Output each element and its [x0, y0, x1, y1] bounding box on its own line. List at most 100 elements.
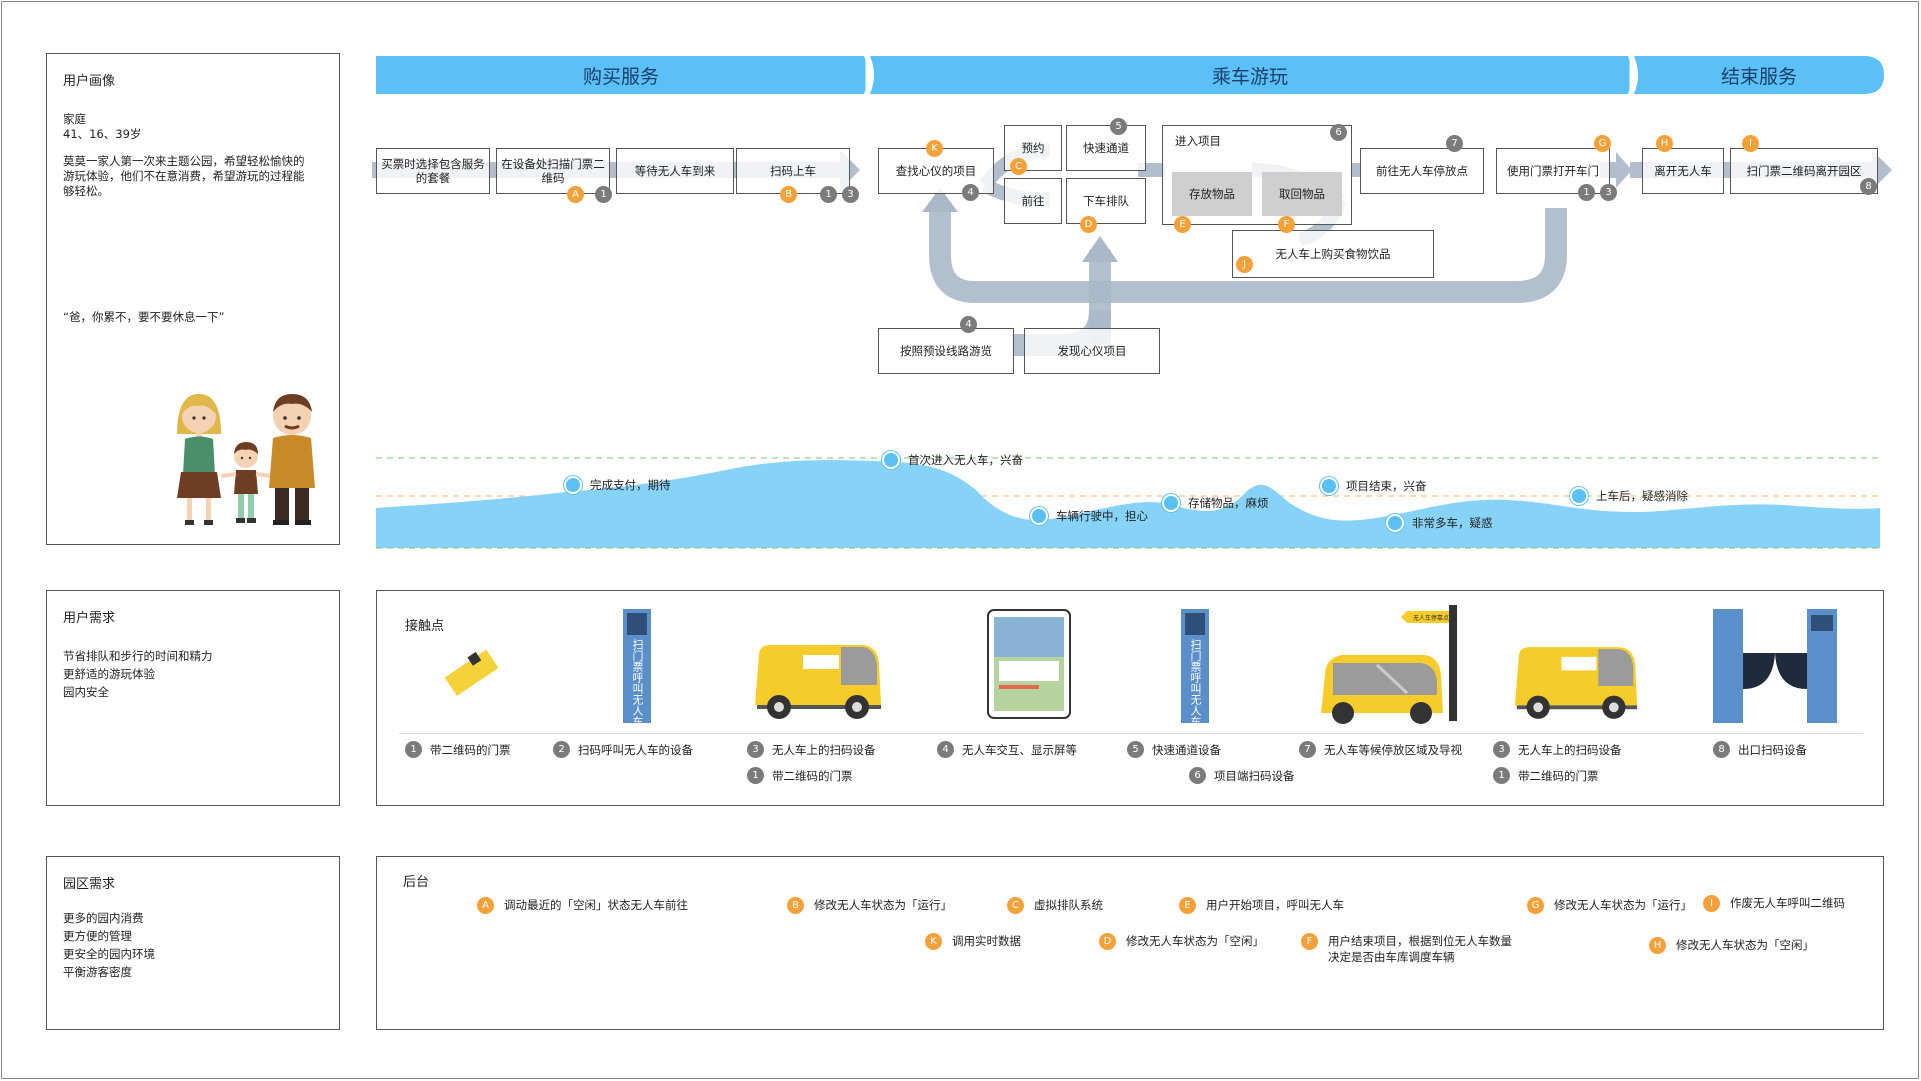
badge-d: D — [1080, 216, 1097, 233]
touchpoint-label: 带二维码的门票 — [772, 768, 853, 783]
emotion-point: 项目结束，兴奋 — [1320, 477, 1427, 495]
badge-c: C — [1010, 158, 1027, 175]
backend-title: 后台 — [403, 875, 430, 890]
phase-purchase: 购买服务 — [582, 65, 659, 88]
park-needs-title: 园区需求 — [63, 877, 116, 892]
kiosk-icon: 扫门票呼叫无人车 — [623, 609, 651, 727]
emotion-point: 车辆行驶中，担心 — [1030, 507, 1148, 525]
backend-label: 虚拟排队系统 — [1034, 898, 1103, 912]
park-need-item: 更多的园内消费 — [63, 911, 144, 925]
backend-letter: F — [1301, 933, 1318, 950]
step-scan-ticket: 在设备处扫描门票二维码 — [496, 148, 610, 194]
touchpoint-item: 1 带二维码的门票 — [405, 741, 511, 758]
touchpoint-number: 4 — [937, 741, 954, 758]
touchpoint-number: 1 — [747, 767, 764, 784]
step-fast-pass: 快速通道 — [1066, 125, 1146, 171]
badge-4: 4 — [962, 184, 979, 201]
park-need-item: 更方便的管理 — [63, 929, 132, 943]
backend-panel: 后台 A 调动最近的「空闲」状态无人车前往 B 修改无人车状态为「运行」 C 虚拟排队… — [376, 856, 1884, 1030]
touchpoint-item: 3 无人车上的扫码设备 — [1493, 741, 1622, 758]
phase-bar — [376, 56, 1884, 94]
badge-e: E — [1174, 216, 1191, 233]
touchpoint-label: 带二维码的门票 — [1518, 768, 1599, 783]
touchpoint-number: 8 — [1713, 741, 1730, 758]
backend-label: 修改无人车状态为「空闲」 — [1676, 938, 1814, 952]
backend-label: 修改无人车状态为「运行」 — [1554, 898, 1692, 912]
enter-project-label: 进入项目 — [1175, 134, 1221, 148]
emotion-point: 完成支付，期待 — [564, 476, 671, 494]
touchpoint-item: 5 快速通道设备 — [1127, 741, 1221, 758]
step-preset-route: 按照预设线路游览 — [878, 328, 1014, 374]
backend-label: 调动最近的「空闲」状态无人车前往 — [504, 898, 688, 912]
phase-ride: 乘车游玩 — [1211, 65, 1288, 88]
badge-7: 7 — [1446, 135, 1463, 152]
emotion-label: 存储物品，麻烦 — [1188, 496, 1269, 510]
user-need-item: 节省排队和步行的时间和精力 — [63, 649, 213, 663]
emotion-point: 上车后，疑感消除 — [1570, 487, 1688, 505]
step-buy-food: 无人车上购买食物饮品 — [1232, 230, 1434, 278]
badge-1: 1 — [1578, 184, 1595, 201]
backend-letter: B — [787, 897, 804, 914]
badge-k: K — [926, 140, 943, 157]
backend-item: D 修改无人车状态为「空闲」 — [1099, 933, 1264, 950]
touchpoints-title: 接触点 — [405, 619, 445, 634]
backend-label: 用户开始项目，呼叫无人车 — [1206, 898, 1344, 912]
park-need-item: 平衡游客密度 — [63, 965, 132, 979]
kiosk-text: 扫门票呼叫无人车 — [1189, 639, 1202, 727]
emotion-label: 完成支付，期待 — [590, 478, 671, 492]
badge-1: 1 — [595, 186, 612, 203]
badge-j: J — [1236, 256, 1253, 273]
backend-label: 作废无人车呼叫二维码 — [1730, 896, 1845, 910]
touchpoint-label: 扫码呼叫无人车的设备 — [578, 742, 693, 757]
badge-i: I — [1742, 135, 1759, 152]
backend-letter: C — [1007, 897, 1024, 914]
persona-panel: 用户画像 家庭 41、16、39岁 莫莫一家人第一次来主题公园，希望轻松愉快的游… — [46, 53, 340, 545]
exit-gate-icon — [1713, 609, 1837, 723]
backend-letter: G — [1527, 897, 1544, 914]
persona-quote: “爸，你累不，要不要休息一下” — [63, 310, 225, 324]
emotion-label: 车辆行驶中，担心 — [1056, 509, 1148, 523]
backend-item: C 虚拟排队系统 — [1007, 897, 1103, 914]
backend-letter: D — [1099, 933, 1116, 950]
step-buy-ticket: 买票时选择包含服务的套餐 — [376, 148, 490, 194]
persona-ages: 41、16、39岁 — [63, 127, 142, 141]
backend-letter: K — [925, 933, 942, 950]
backend-item: I 作废无人车呼叫二维码 — [1703, 895, 1845, 912]
emotion-label: 非常多车，疑惑 — [1412, 516, 1493, 530]
step-discover-project: 发现心仪项目 — [1024, 328, 1160, 374]
badge-3: 3 — [1600, 184, 1617, 201]
backend-label: 用户结束项目，根据到位无人车数量决定是否由车库调度车辆 — [1328, 934, 1512, 964]
backend-letter: E — [1179, 897, 1196, 914]
touchpoint-label: 快速通道设备 — [1152, 742, 1221, 757]
step-retrieve-items: 取回物品 — [1262, 172, 1342, 216]
badge-h: H — [1656, 135, 1673, 152]
parking-sign-text: 无人车停靠点 — [1413, 614, 1449, 622]
badge-3: 3 — [842, 186, 859, 203]
autonomous-car-icon — [755, 645, 881, 719]
user-need-item: 更舒适的游玩体验 — [63, 667, 155, 681]
badge-4: 4 — [960, 316, 977, 333]
touchpoint-number: 3 — [747, 741, 764, 758]
badge-f: F — [1278, 216, 1295, 233]
tablet-screen-icon — [987, 609, 1071, 719]
badge-g: G — [1594, 135, 1611, 152]
backend-label: 修改无人车状态为「运行」 — [814, 898, 952, 912]
backend-item: K 调用实时数据 — [925, 933, 1021, 950]
parking-area-icon: 无人车停靠点 — [1321, 605, 1457, 724]
touchpoint-label: 无人车等候停放区域及导视 — [1324, 742, 1462, 757]
step-go-parking: 前往无人车停放点 — [1360, 148, 1484, 194]
badge-b: B — [780, 186, 797, 203]
park-need-item: 更安全的园内环境 — [63, 947, 155, 961]
ticket-icon — [444, 649, 499, 696]
touchpoint-label: 无人车上的扫码设备 — [772, 742, 876, 757]
step-store-items: 存放物品 — [1172, 172, 1252, 216]
user-need-item: 园内安全 — [63, 685, 109, 699]
park-needs-panel: 园区需求 更多的园内消费 更方便的管理 更安全的园内环境 平衡游客密度 — [46, 856, 340, 1030]
badge-5: 5 — [1110, 118, 1127, 135]
backend-item: B 修改无人车状态为「运行」 — [787, 897, 952, 914]
backend-item: E 用户开始项目，呼叫无人车 — [1179, 897, 1344, 914]
phase-end: 结束服务 — [1720, 65, 1797, 88]
backend-item: G 修改无人车状态为「运行」 — [1527, 897, 1692, 914]
persona-description: 莫莫一家人第一次来主题公园，希望轻松愉快的游玩体验，他们不在意消费，希望游玩的过… — [63, 154, 305, 198]
